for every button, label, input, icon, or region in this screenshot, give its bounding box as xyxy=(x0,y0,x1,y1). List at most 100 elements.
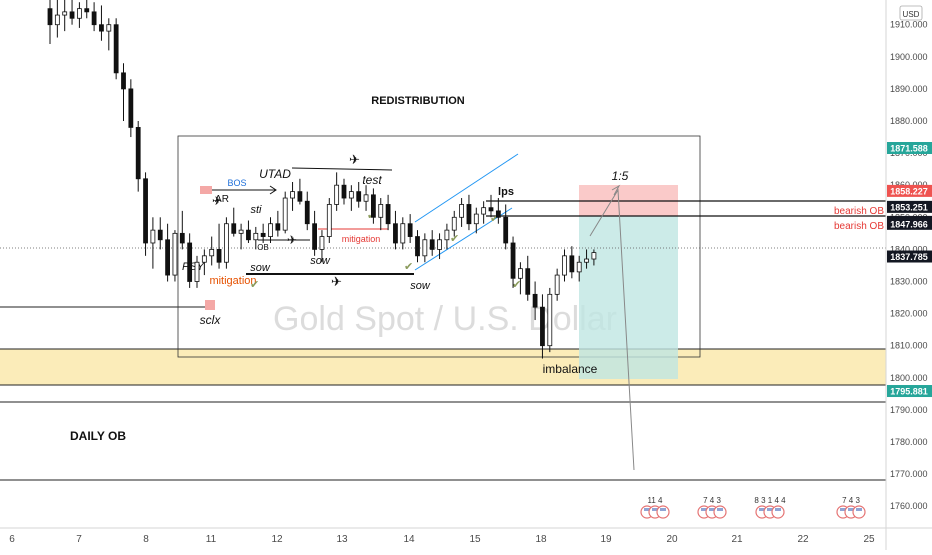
candle-body xyxy=(77,8,82,19)
projection-arrowhead xyxy=(611,184,621,196)
candle-body xyxy=(121,72,126,90)
x-tick-label: 18 xyxy=(535,534,547,545)
candle-body xyxy=(275,223,281,231)
y-tick-label: 1770.000 xyxy=(890,469,928,479)
bearish-ob-label-2: bearish OB xyxy=(834,221,884,232)
x-tick-label: 20 xyxy=(666,534,678,545)
candle-body xyxy=(591,252,597,260)
channel-lower-line xyxy=(414,207,513,271)
plane-icon-3: ✈ xyxy=(287,233,297,247)
event-badge-label: 7 4 3 xyxy=(842,496,860,505)
candle-body xyxy=(569,255,575,273)
daily-ob-zone xyxy=(0,349,886,385)
candle-body xyxy=(157,229,163,241)
candle-body xyxy=(84,8,90,13)
candle-body xyxy=(518,268,523,279)
x-tick-label: 8 xyxy=(143,534,149,545)
y-tick-label: 1910.000 xyxy=(890,20,928,30)
candle-body xyxy=(246,229,251,241)
x-tick-labels: 6 7 8 11 12 13 14 15 18 19 20 21 22 25 xyxy=(9,534,875,545)
candle-body xyxy=(268,223,273,237)
flag-icon xyxy=(656,505,670,519)
x-tick-label: 6 xyxy=(9,534,15,545)
candle-body xyxy=(106,24,112,32)
price-tag-bg xyxy=(887,217,932,230)
candle-body xyxy=(201,255,207,263)
sow-label-1: sow xyxy=(250,262,271,274)
flag-icon xyxy=(852,505,866,519)
y-tick-label: 1800.000 xyxy=(890,373,928,383)
candle-body xyxy=(187,242,193,282)
flag-stripe xyxy=(840,508,846,511)
flag-stripe xyxy=(701,508,707,511)
candle-body xyxy=(576,261,582,273)
currency-button[interactable] xyxy=(899,5,923,21)
price-tag-bg xyxy=(887,142,932,155)
sow-label-2: sow xyxy=(310,255,331,267)
candle-body xyxy=(378,204,384,218)
candle-body xyxy=(370,194,376,218)
event-badge[interactable]: 11 4 xyxy=(640,496,670,519)
candle-body xyxy=(238,229,244,234)
price-tag-label: 1795.881 xyxy=(890,387,928,397)
candle-body xyxy=(260,232,266,237)
candle-body xyxy=(584,258,589,263)
redistribution-box xyxy=(177,135,701,358)
candle-body xyxy=(495,210,501,218)
flag-stripe xyxy=(767,508,773,511)
channel-upper-line xyxy=(414,153,519,223)
candle-body xyxy=(510,242,516,279)
event-badge[interactable]: 8 3 1 4 4 xyxy=(754,496,786,519)
candle-body xyxy=(481,207,487,215)
price-axis xyxy=(886,0,932,550)
plane-icon-2: ✈ xyxy=(212,194,222,208)
event-badge-label: 8 3 1 4 4 xyxy=(754,496,786,505)
sclx-label: sclx xyxy=(200,313,222,327)
candle-body xyxy=(165,239,171,276)
price-tag-label: 1847.966 xyxy=(890,219,928,229)
price-tag-label: 1853.251 xyxy=(890,202,928,212)
y-tick-label: 1900.000 xyxy=(890,52,928,62)
check-icon-3: ✔ xyxy=(404,261,413,273)
price-tag-bg xyxy=(887,184,932,197)
candle-body xyxy=(319,236,325,250)
candle-body xyxy=(363,194,369,202)
ob-label: OB xyxy=(257,243,269,252)
x-tick-label: 12 xyxy=(271,534,283,545)
candle-body xyxy=(69,11,75,19)
candle-body xyxy=(62,11,68,16)
redistribution-label: REDISTRIBUTION xyxy=(371,95,465,107)
event-badge[interactable]: 7 4 3 xyxy=(836,496,866,519)
candle-body xyxy=(54,14,60,26)
y-tick-label: 1760.000 xyxy=(890,501,928,511)
candle-body xyxy=(415,236,420,257)
y-tick-label: 1790.000 xyxy=(890,405,928,415)
watermark: Gold Spot / U.S. Dollar xyxy=(273,300,617,338)
candle-body xyxy=(422,239,428,257)
x-tick-label: 13 xyxy=(336,534,348,545)
candle-body xyxy=(393,223,398,244)
candle-body xyxy=(128,88,134,128)
candle-body xyxy=(451,216,457,231)
price-tag-label: 1871.588 xyxy=(890,144,928,154)
candle-body xyxy=(407,223,413,237)
flag-icon xyxy=(771,505,785,519)
plane-icon-1: ✈ xyxy=(349,152,360,167)
candle-body xyxy=(99,24,104,32)
check-icon-4: ✔ xyxy=(490,213,499,225)
event-badge-label: 11 4 xyxy=(648,496,664,505)
candle-body xyxy=(135,127,141,180)
bearish-ob-label-1: bearish OB xyxy=(834,206,884,217)
candle-body xyxy=(547,293,553,347)
supply-marker xyxy=(200,186,212,194)
test-label: test xyxy=(362,173,382,187)
candle-body xyxy=(356,191,362,202)
candle-body xyxy=(194,261,200,282)
candle-body xyxy=(282,197,288,231)
candle-body xyxy=(540,306,545,347)
sti-label: sti xyxy=(251,204,263,216)
bos-label: BOS xyxy=(227,178,246,188)
candle-body xyxy=(437,239,442,250)
candle-body xyxy=(341,184,347,199)
event-badge[interactable]: 7 4 3 xyxy=(697,496,727,519)
